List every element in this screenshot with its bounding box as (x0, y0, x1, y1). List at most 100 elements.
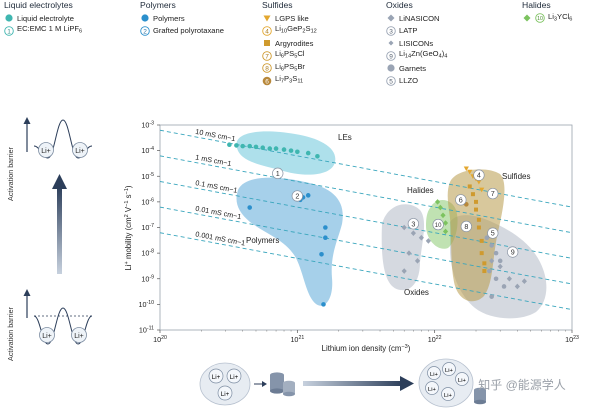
data-point-liquid-electrolyte (281, 147, 287, 152)
data-point-liquid-electrolyte (234, 143, 239, 148)
svg-text:Li+: Li+ (41, 148, 51, 155)
activation-barrier-label-top: Activation barrier (6, 146, 15, 201)
watermark: 知乎 @能源学人 (478, 377, 566, 392)
callout-marker (432, 218, 444, 231)
x-tick-label: 1023 (565, 335, 579, 344)
svg-text:9: 9 (389, 53, 393, 60)
data-point-linasicon (401, 268, 407, 274)
data-point-liquid-electrolyte (288, 148, 294, 153)
data-point-liquid-electrolyte (267, 146, 273, 151)
y-tick-label: 10-5 (141, 172, 154, 181)
region-label-sulfides: Sulfides (502, 172, 530, 181)
legend-label: Li6PS5Br (275, 61, 305, 73)
data-point-liquid-electrolyte (295, 149, 300, 155)
svg-text:Li+: Li+ (74, 333, 84, 340)
svg-text:Li+: Li+ (212, 374, 221, 381)
y-axis-label: Li+ mobility (cm2 V−1 s−1) (124, 185, 133, 270)
diamond-marker-icon (523, 14, 531, 22)
li-ion-icon: Li+ (441, 387, 455, 401)
legend-title-sulfides: Sulfides (262, 0, 293, 10)
li-ion-icon: Li+ (217, 385, 233, 401)
data-point-linasicon (414, 258, 421, 264)
legend-label: LISICONs (399, 38, 434, 48)
svg-text:Li+: Li+ (430, 372, 439, 378)
svg-text:Li+: Li+ (230, 374, 239, 381)
triangle-marker-icon (263, 15, 271, 22)
data-point-li3ycl6 (440, 212, 446, 219)
legend-label: LATP (399, 26, 418, 35)
li-ion-icon: Li+ (455, 372, 469, 386)
data-point-polymers (323, 235, 328, 240)
region-label-les: LEs (338, 133, 352, 142)
svg-text:Li+: Li+ (458, 378, 467, 384)
legend-label: Li3YCl6 (548, 11, 573, 23)
x-tick-label: 1022 (428, 335, 442, 344)
data-point-lisicons (514, 283, 520, 290)
legend: Liquid electrolytes Liquid electrolyte 1… (0, 0, 600, 112)
x-tick-label: 1021 (290, 335, 304, 344)
callout-marker (487, 187, 499, 200)
callout-marker (272, 167, 284, 179)
data-point-argyrodites (474, 207, 479, 212)
data-point-polymers (323, 225, 328, 230)
legend-item: Garnets (386, 63, 447, 74)
region-oxides (381, 204, 425, 291)
legend-item: 3 LATP (386, 25, 447, 36)
svg-text:2: 2 (143, 28, 147, 35)
circle-marker-icon (5, 14, 13, 22)
legend-item: 10 Li3YCl6 (522, 11, 573, 24)
svg-text:Li+: Li+ (444, 393, 453, 399)
small-diamond-marker-icon (388, 40, 394, 46)
svg-text:Li+: Li+ (75, 148, 85, 155)
callout-label: 9 (511, 248, 515, 257)
legend-halides: Halides 10 Li3YCl6 (522, 0, 572, 24)
density-increase-arrow (303, 376, 414, 391)
legend-label: Li7P3S11 (275, 74, 304, 85)
legend-label: Polymers (153, 13, 185, 23)
mobility-arrow (52, 174, 67, 274)
legend-label: LLZO (399, 76, 418, 85)
callout-marker (460, 220, 472, 233)
callout-marker (507, 246, 519, 258)
density-schematic: Li+ Li+ Li+ Li+ Li+ Li+ Li+ Li+ 知乎 @能 (199, 358, 566, 408)
data-point-garnets (493, 276, 499, 282)
svg-text:1: 1 (7, 28, 11, 35)
data-point-liquid-electrolyte (273, 146, 279, 151)
data-point-garnets (487, 268, 492, 274)
legend-title-polymers: Polymers (140, 0, 176, 10)
svg-text:7: 7 (265, 53, 269, 60)
data-point-argyrodites (467, 184, 472, 189)
svg-text:Li+: Li+ (221, 391, 230, 398)
activation-barrier-panel: Activation barrier Li+ Li+ Activation ba… (6, 117, 93, 361)
legend-title-liquid: Liquid electrolytes (4, 0, 73, 10)
database-icon (474, 387, 486, 405)
li-ion-icon: Li+ (72, 142, 88, 158)
data-point-polymers (319, 251, 324, 257)
database-icon (270, 372, 295, 397)
circle-marker-icon (387, 64, 395, 72)
data-point-liquid-electrolyte (240, 143, 245, 149)
data-point-garnets (484, 235, 490, 240)
ion-cluster-sparse: Li+ Li+ Li+ (199, 362, 251, 406)
data-point-li3ycl6 (442, 228, 449, 235)
legend-label: Li6PS5Cl (275, 49, 305, 60)
svg-text:Li+: Li+ (445, 368, 454, 374)
data-points (227, 142, 527, 307)
y-tick-label: 10-6 (141, 197, 154, 206)
svg-text:Li+: Li+ (428, 387, 437, 393)
numbered-circle-icon: 5 (386, 75, 396, 86)
svg-text:5: 5 (389, 78, 393, 85)
legend-item: 2 Grafted polyrotaxane (140, 25, 224, 36)
callout-marker (487, 227, 499, 239)
data-point-garnets (501, 284, 507, 289)
callout-label: 8 (464, 222, 468, 231)
legend-item: LiNASICON (386, 13, 447, 24)
region-polymers (236, 177, 343, 306)
mobility-density-chart: 10 mS cm−11 mS cm−10.1 mS cm−10.01 mS cm… (124, 121, 579, 354)
numbered-circle-icon: 8 (262, 63, 272, 73)
numbered-circle-icon: 1 (4, 25, 14, 36)
circle-marker-icon (141, 14, 149, 22)
data-point-argyrodites (479, 251, 484, 256)
density-transfer-arrow (254, 381, 267, 387)
svg-text:6: 6 (265, 78, 269, 85)
